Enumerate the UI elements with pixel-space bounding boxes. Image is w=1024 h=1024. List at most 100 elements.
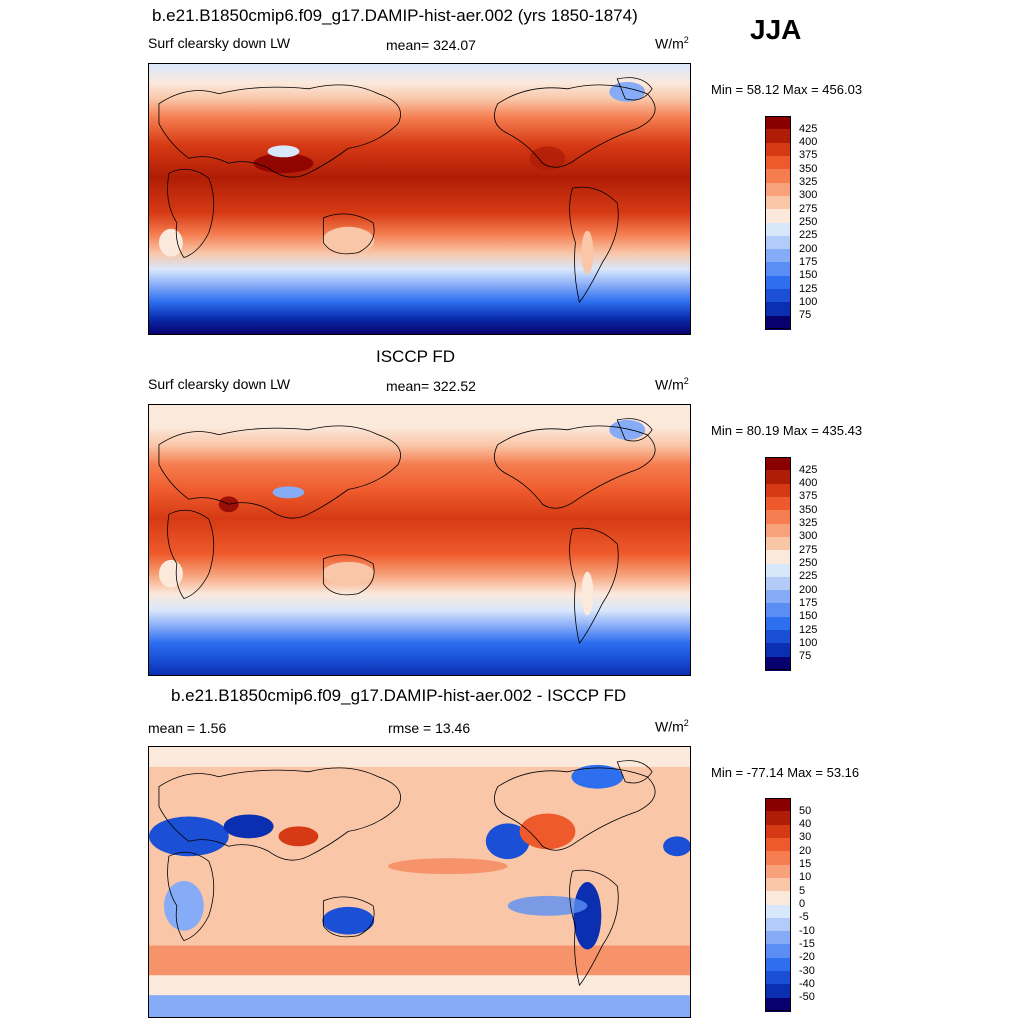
colorbar-swatch	[765, 997, 791, 1012]
colorbar-tick-label: 425	[799, 122, 818, 135]
colorbar-tick-label: -30	[799, 964, 815, 977]
panel1-minmax: Min = 58.12 Max = 456.03	[711, 82, 863, 97]
panel2-map	[148, 404, 691, 676]
panel1-center-label: mean= 324.07	[386, 37, 476, 53]
colorbar-tick-label: 375	[799, 490, 818, 503]
colorbar-swatch	[765, 590, 791, 604]
colorbar-swatch	[765, 971, 791, 985]
colorbar-tick-label: 175	[799, 255, 818, 268]
panel2-title: ISCCP FD	[376, 347, 456, 366]
colorbar-swatch	[765, 563, 791, 578]
colorbar-swatch	[765, 957, 791, 972]
colorbar-tick-label: 300	[799, 530, 818, 543]
colorbar-tick-label: 350	[799, 503, 818, 516]
colorbar-swatch	[765, 523, 791, 538]
panel3-map-svg	[149, 747, 690, 1017]
colorbar-swatch	[765, 877, 791, 892]
colorbar-tick-label: 75	[799, 309, 812, 322]
colorbar-swatch	[765, 643, 791, 658]
colorbar-tick-label: 5	[799, 884, 806, 897]
colorbar-tick-label: 400	[799, 136, 818, 149]
colorbar-tick-label: 20	[799, 844, 812, 857]
colorbar-swatch	[765, 142, 791, 157]
colorbar-tick-label: 125	[799, 282, 818, 295]
colorbar-swatch	[765, 116, 791, 130]
colorbar-swatch	[765, 550, 791, 564]
colorbar-swatch	[765, 289, 791, 303]
panel3-map	[148, 746, 691, 1018]
colorbar-swatch	[765, 195, 791, 210]
colorbar-tick-label: 75	[799, 650, 812, 663]
colorbar-swatch	[765, 931, 791, 945]
panel1-units: W/m2	[655, 35, 689, 52]
panel3-units: W/m2	[655, 718, 689, 735]
colorbar-tick-label: 375	[799, 149, 818, 162]
colorbar-swatch	[765, 496, 791, 511]
colorbar-tick-label: -20	[799, 951, 815, 964]
colorbar-swatch	[765, 235, 791, 250]
colorbar-tick-label: -40	[799, 977, 815, 990]
colorbar-swatch	[765, 917, 791, 932]
colorbar-tick-label: 50	[799, 804, 812, 817]
colorbar-swatch	[765, 169, 791, 184]
colorbar-tick-label: 125	[799, 623, 818, 636]
colorbar-tick-label: 350	[799, 162, 818, 175]
colorbar-tick-label: -15	[799, 937, 815, 950]
panel2-left-label: Surf clearsky down LW	[148, 376, 291, 392]
panel3-center-label: rmse = 13.46	[388, 720, 471, 736]
colorbar-swatch	[765, 864, 791, 879]
colorbar-tick-label: 0	[799, 898, 806, 910]
colorbar-swatch	[765, 315, 791, 330]
panel2-colorbar: 425 400 375 350 325 300 275 250 225 200 175 150 125 1…	[765, 457, 817, 671]
colorbar-swatch	[765, 536, 791, 551]
colorbar-swatch	[765, 616, 791, 631]
colorbar-tick-label: 300	[799, 189, 818, 202]
colorbar-tick-label: 325	[799, 176, 818, 189]
colorbar-tick-label: 400	[799, 477, 818, 490]
colorbar-swatch	[765, 483, 791, 498]
panel1-title: b.e21.B1850cmip6.f09_g17.DAMIP-hist-aer.…	[152, 6, 638, 25]
colorbar-swatch	[765, 603, 791, 618]
panel3-left-label: mean = 1.56	[148, 720, 227, 736]
colorbar-swatch	[765, 457, 791, 471]
colorbar-tick-label: 250	[799, 216, 818, 228]
colorbar-swatch	[765, 576, 791, 591]
panel2-minmax: Min = 80.19 Max = 435.43	[711, 423, 863, 438]
colorbar-swatch	[765, 851, 791, 866]
colorbar-tick-label: -10	[799, 924, 815, 937]
colorbar-tick-label: 425	[799, 463, 818, 476]
colorbar-swatch	[765, 824, 791, 839]
colorbar-swatch	[765, 944, 791, 959]
season-label: JJA	[750, 14, 802, 45]
panel2-center-label: mean= 322.52	[386, 378, 476, 394]
colorbar-swatch	[765, 302, 791, 317]
panel2-map-svg	[149, 405, 690, 675]
colorbar-tick-label: 225	[799, 229, 818, 242]
colorbar-swatch	[765, 129, 791, 144]
panel3-colorbar: 50 40 30 20 15 10 5 0 -5 -10 -15 -20 -30 -40 -50	[765, 798, 815, 1012]
colorbar-swatch	[765, 891, 791, 905]
colorbar-swatch	[765, 904, 791, 919]
colorbar-tick-label: 275	[799, 543, 818, 556]
colorbar-swatch	[765, 249, 791, 263]
colorbar-tick-label: 30	[799, 831, 812, 844]
colorbar-tick-label: -5	[799, 911, 809, 924]
colorbar-tick-label: 100	[799, 636, 818, 649]
colorbar-swatch	[765, 155, 791, 170]
colorbar-tick-label: 40	[799, 818, 812, 831]
colorbar-swatch	[765, 656, 791, 671]
panel1-map	[148, 63, 691, 335]
colorbar-tick-label: 200	[799, 583, 818, 596]
colorbar-tick-label: 175	[799, 596, 818, 609]
colorbar-swatch	[765, 182, 791, 197]
colorbar-tick-label: 100	[799, 295, 818, 308]
colorbar-tick-label: 275	[799, 202, 818, 215]
colorbar-tick-label: 15	[799, 858, 812, 871]
panel1-left-label: Surf clearsky down LW	[148, 35, 291, 51]
panel3-title: b.e21.B1850cmip6.f09_g17.DAMIP-hist-aer.…	[171, 686, 627, 705]
colorbar-tick-label: 150	[799, 610, 818, 623]
colorbar-swatch	[765, 837, 791, 852]
colorbar-tick-label: 250	[799, 557, 818, 569]
colorbar-swatch	[765, 470, 791, 485]
colorbar-swatch	[765, 630, 791, 644]
